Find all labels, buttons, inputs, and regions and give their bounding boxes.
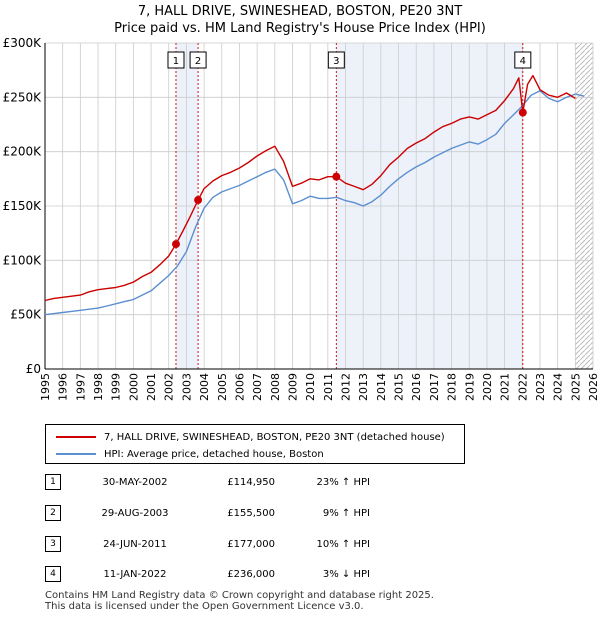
price-chart: £0 £50K £100K £150K £200K £250K £300K 1995 1996 1… xyxy=(3,36,600,401)
y-tick-label: £300K xyxy=(3,36,43,50)
sale-number-box xyxy=(189,51,207,69)
y-tick-label: £200K xyxy=(3,145,43,159)
x-tick-label: 2014 xyxy=(375,373,388,401)
sale-point xyxy=(194,196,203,205)
x-tick-label: 2020 xyxy=(481,373,494,401)
x-tick-label: 2019 xyxy=(463,373,476,401)
x-tick-label: 1996 xyxy=(57,373,70,401)
transaction-row: 4 11-JAN-2022 £236,000 3% ↓ HPI xyxy=(45,566,375,584)
y-tick-label: £100K xyxy=(3,253,43,267)
x-tick-label: 1995 xyxy=(39,373,52,401)
x-tick-label: 1997 xyxy=(74,373,87,401)
x-tick-label: 2013 xyxy=(357,373,370,401)
sale-number-box xyxy=(327,51,345,69)
x-tick-label: 2015 xyxy=(393,373,406,401)
x-tick-label: 2005 xyxy=(216,373,229,401)
x-tick-label: 2025 xyxy=(569,373,582,401)
transaction-date: 11-JAN-2022 xyxy=(103,569,167,580)
x-tick-label: 2001 xyxy=(145,373,158,401)
x-tick-label: 2023 xyxy=(534,373,547,401)
transaction-hpi: 23% ↑ HPI xyxy=(316,477,370,488)
transaction-number: 1 xyxy=(45,474,61,490)
legend-swatch-hpi xyxy=(56,453,96,455)
x-tick-label: 2009 xyxy=(286,373,299,401)
x-tick-label: 2007 xyxy=(251,373,264,401)
transaction-date: 30-MAY-2002 xyxy=(102,477,168,488)
x-tick-label: 2022 xyxy=(516,373,529,401)
y-tick-label: £0 xyxy=(26,362,41,376)
legend-item-hpi: HPI: Average price, detached house, Bost… xyxy=(56,446,324,462)
y-tick-label: £50K xyxy=(10,308,42,322)
sale-number-label: 4 xyxy=(520,56,526,67)
legend-swatch-property xyxy=(56,436,96,438)
sale-point xyxy=(332,172,341,181)
chart-subtitle: Price paid vs. HM Land Registry's House … xyxy=(114,21,486,36)
x-tick-label: 2011 xyxy=(322,373,335,401)
x-tick-label: 2012 xyxy=(340,373,353,401)
transaction-price: £236,000 xyxy=(227,569,275,580)
x-tick-label: 2003 xyxy=(180,373,193,401)
legend-item-property: 7, HALL DRIVE, SWINESHEAD, BOSTON, PE20 … xyxy=(56,429,445,445)
transaction-number: 4 xyxy=(45,566,61,582)
x-tick-label: 2018 xyxy=(446,373,459,401)
x-tick-label: 2000 xyxy=(127,373,140,401)
y-tick-label: £250K xyxy=(3,90,43,104)
transaction-hpi: 10% ↑ HPI xyxy=(316,539,370,550)
legend-label-hpi: HPI: Average price, detached house, Bost… xyxy=(104,448,324,460)
footer-copyright: Contains HM Land Registry data © Crown c… xyxy=(45,590,434,601)
chart-legend: 7, HALL DRIVE, SWINESHEAD, BOSTON, PE20 … xyxy=(45,424,465,464)
transaction-price: £114,950 xyxy=(227,477,275,488)
transaction-price: £155,500 xyxy=(227,508,275,519)
x-tick-label: 2004 xyxy=(198,373,211,401)
x-tick-label: 2006 xyxy=(233,373,246,401)
footer-licence: This data is licensed under the Open Gov… xyxy=(45,601,364,612)
x-tick-label: 2016 xyxy=(410,373,423,401)
transaction-number: 3 xyxy=(45,536,61,552)
transaction-hpi: 9% ↑ HPI xyxy=(322,508,370,519)
transaction-date: 29-AUG-2003 xyxy=(101,508,169,519)
transaction-date: 24-JUN-2011 xyxy=(103,539,167,550)
x-tick-label: 2008 xyxy=(269,373,282,401)
x-tick-label: 2002 xyxy=(163,373,176,401)
sale-number-label: 2 xyxy=(195,56,201,67)
sale-number-label: 1 xyxy=(173,56,179,67)
hpi-line xyxy=(44,90,585,316)
transaction-price: £177,000 xyxy=(227,539,275,550)
x-tick-label: 2017 xyxy=(428,373,441,401)
transaction-row: 2 29-AUG-2003 £155,500 9% ↑ HPI xyxy=(45,505,375,523)
transaction-row: 3 24-JUN-2011 £177,000 10% ↑ HPI xyxy=(45,536,375,554)
transaction-number: 2 xyxy=(45,505,61,521)
sale-number-label: 3 xyxy=(333,56,339,67)
legend-label-property: 7, HALL DRIVE, SWINESHEAD, BOSTON, PE20 … xyxy=(104,431,445,443)
transaction-row: 1 30-MAY-2002 £114,950 23% ↑ HPI xyxy=(45,474,375,492)
x-tick-label: 1999 xyxy=(110,373,123,401)
x-tick-label: 2024 xyxy=(552,373,565,401)
transaction-hpi: 3% ↓ HPI xyxy=(322,569,370,580)
chart-title: 7, HALL DRIVE, SWINESHEAD, BOSTON, PE20 … xyxy=(137,4,463,19)
property-price-line xyxy=(44,74,576,302)
y-tick-label: £150K xyxy=(3,199,43,213)
x-tick-label: 2010 xyxy=(304,373,317,401)
sale-point xyxy=(518,108,527,117)
sale-point xyxy=(171,240,180,249)
x-tick-label: 2026 xyxy=(587,373,600,401)
x-tick-label: 1998 xyxy=(92,373,105,401)
x-tick-label: 2021 xyxy=(499,373,512,401)
sale-number-box xyxy=(514,51,532,69)
sale-number-box xyxy=(167,51,185,69)
